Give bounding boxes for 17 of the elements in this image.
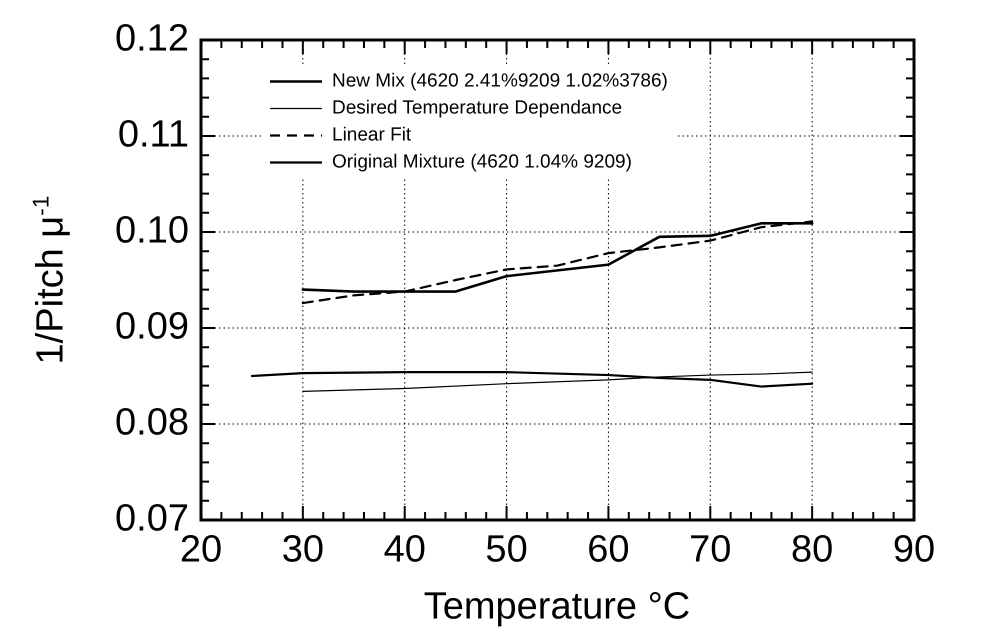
legend-label: Linear Fit (332, 124, 412, 146)
x-tick-label: 80 (791, 528, 834, 570)
legend-label: New Mix (4620 2.41%9209 1.02%3786) (332, 70, 668, 92)
x-axis-title: Temperature °C (424, 586, 690, 628)
y-tick-label: 0.10 (115, 209, 189, 252)
x-tick-label: 30 (282, 528, 324, 570)
y-tick-label: 0.08 (115, 401, 189, 444)
y-tick-label: 0.09 (115, 305, 189, 348)
legend-label: Desired Temperature Dependance (332, 98, 622, 119)
y-tick-label: 0.11 (118, 113, 189, 156)
legend-label: Original Mixture (4620 1.04% 9209) (332, 152, 632, 173)
x-tick-label: 40 (384, 528, 426, 570)
x-tick-label: 90 (892, 528, 936, 570)
y-tick-label: 0.12 (115, 17, 189, 60)
x-tick-label: 70 (689, 528, 732, 570)
x-tick-label: 50 (485, 528, 528, 570)
x-tick-label: 60 (587, 528, 630, 570)
